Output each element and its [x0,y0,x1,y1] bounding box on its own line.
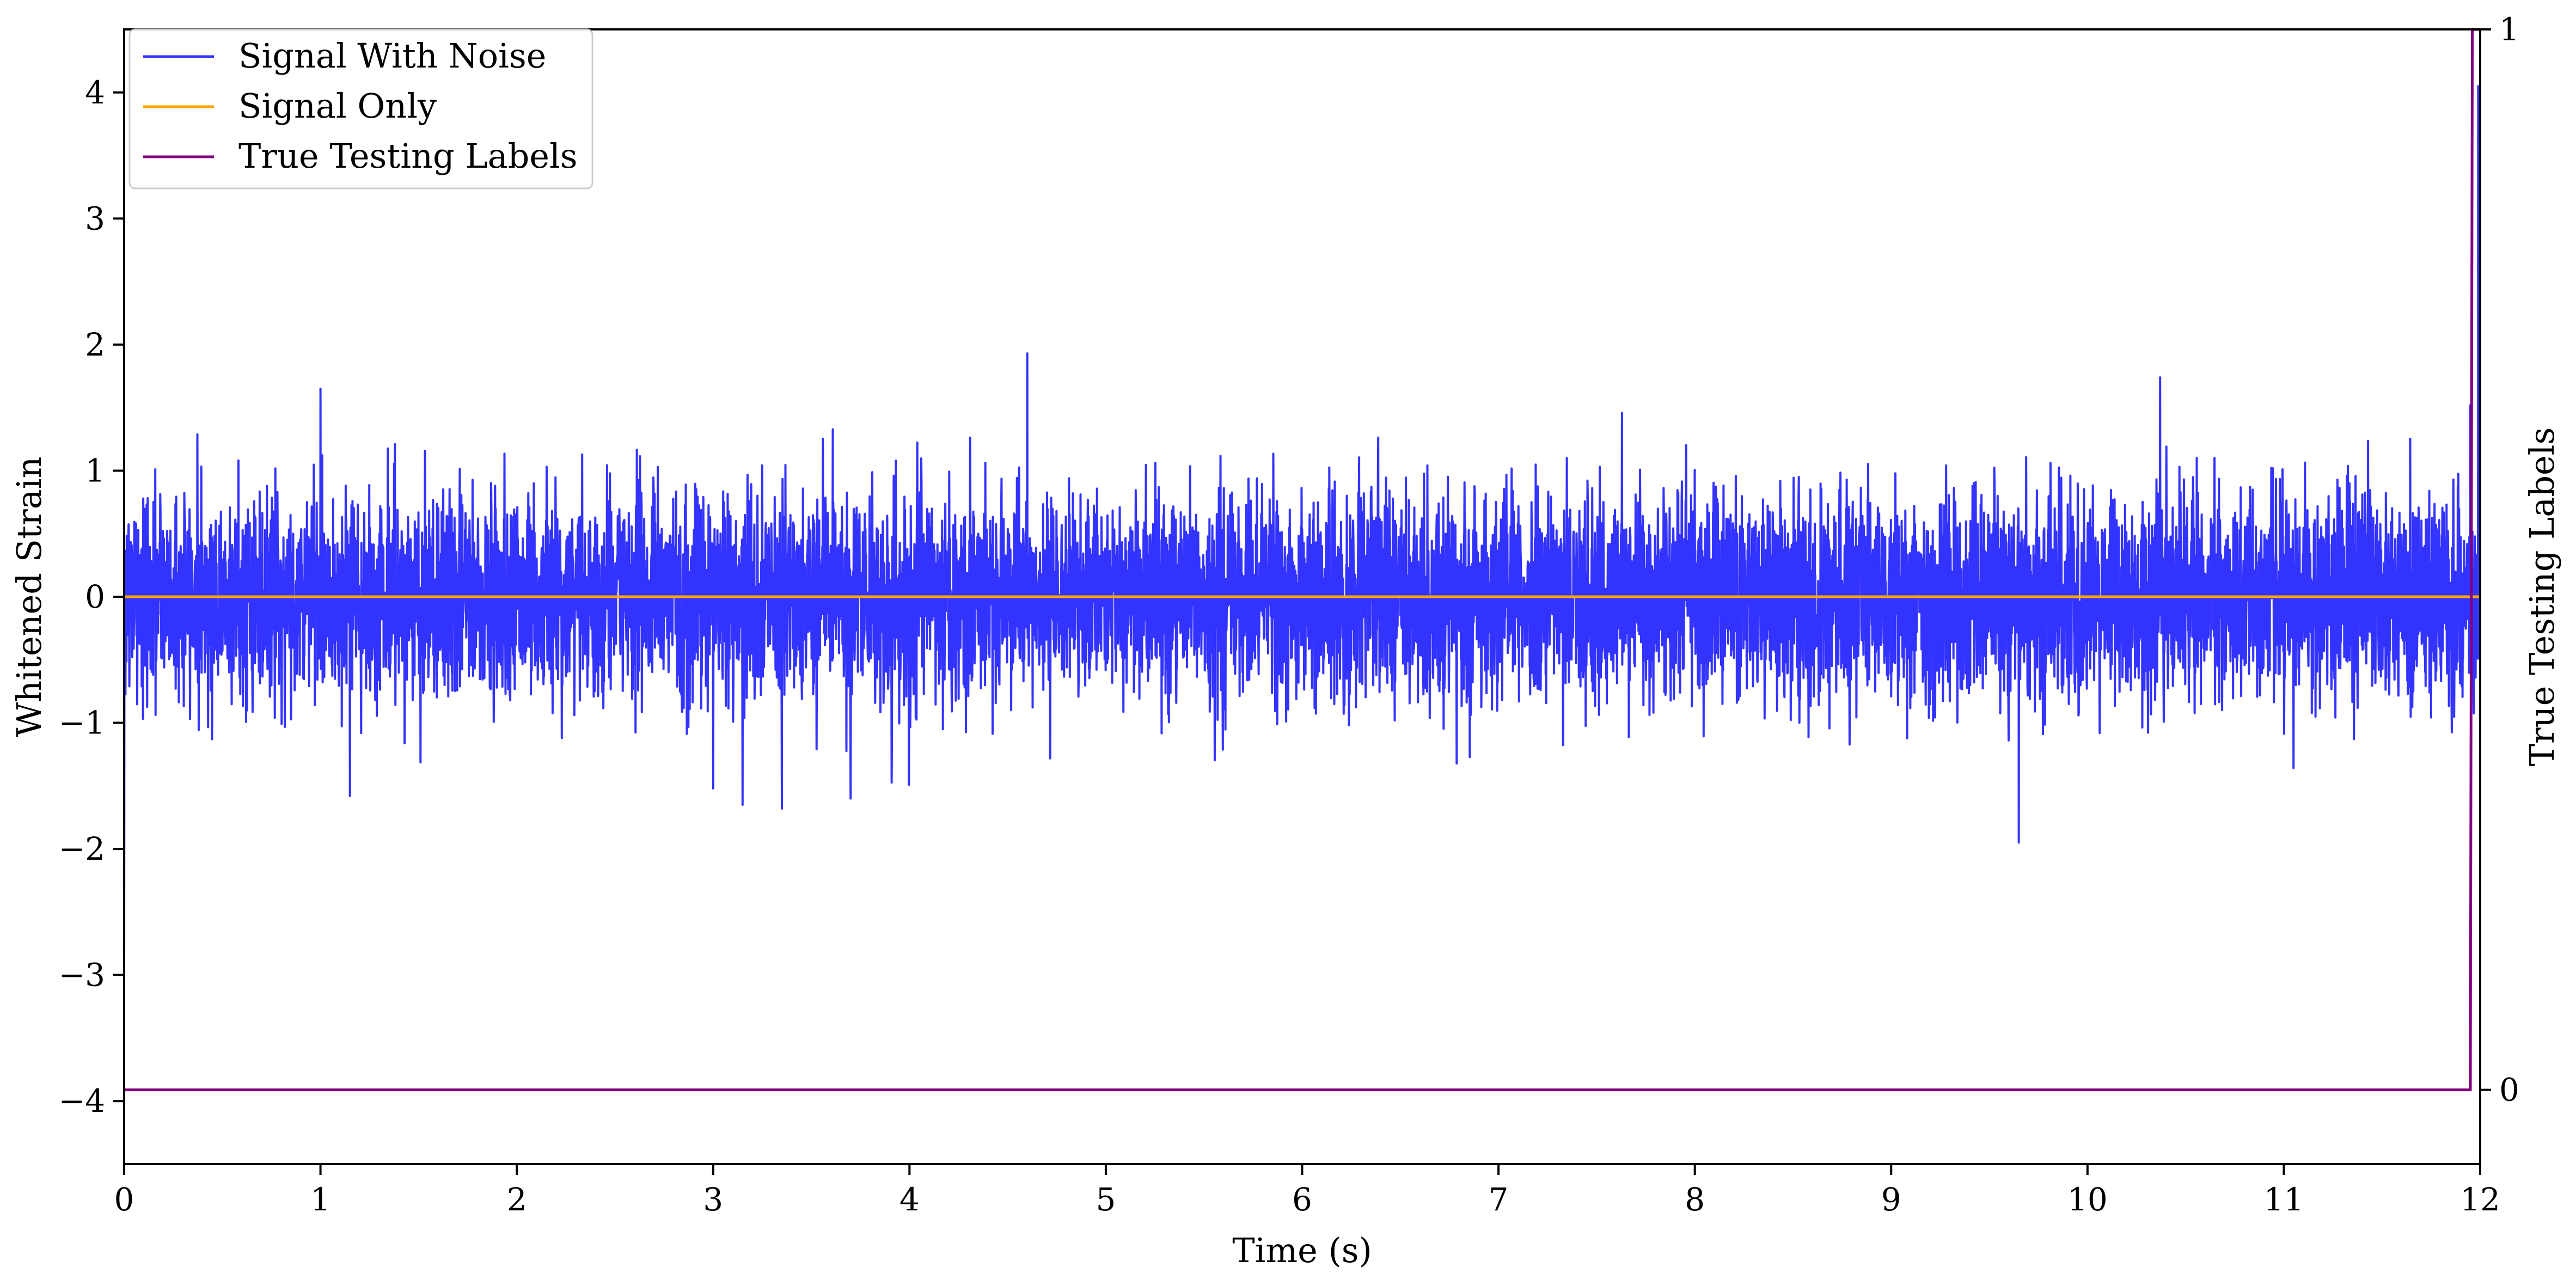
y-tick-label: 1 [85,452,105,489]
legend: Signal With Noise Signal Only True Testing… [129,28,593,189]
series-signal-with-noise-line [123,85,2481,963]
x-tick-label: 5 [1096,1181,1116,1218]
x-tick-label: 3 [703,1181,723,1218]
y-tick-label: −3 [59,957,106,994]
y-tick-label: −1 [59,705,106,742]
y-axis-title: Whitened Strain [9,457,49,737]
x-tick-label: 11 [2264,1181,2304,1218]
x-tick-label: 12 [2460,1181,2500,1218]
legend-label: Signal Only [238,86,437,126]
legend-label: True Testing Labels [238,136,578,176]
x-tick-label: 6 [1292,1181,1312,1218]
y-tick-label: −4 [59,1082,106,1119]
x-axis-title: Time (s) [1232,1231,1372,1270]
y2-axis-title: True Testing Labels [2522,427,2562,767]
x-tick-label: 7 [1489,1181,1509,1218]
x-tick-label: 9 [1881,1181,1901,1218]
x-tick-label: 8 [1685,1181,1705,1218]
x-tick-label: 2 [507,1181,527,1218]
legend-label: Signal With Noise [238,36,546,76]
x-tick-label: 0 [114,1181,134,1218]
y2-tick-label: 0 [2499,1072,2519,1109]
x-tick-label: 10 [2067,1181,2108,1218]
y-tick-label: 3 [85,200,105,237]
y-tick-label: −2 [59,830,106,867]
y-tick-label: 4 [85,74,105,111]
legend-box [129,28,593,189]
y-tick-label: 0 [85,578,105,615]
y2-tick-label: 1 [2499,11,2519,48]
y-tick-label: 2 [85,326,105,363]
x-tick-label: 1 [310,1181,331,1218]
x-tick-label: 4 [900,1181,920,1218]
